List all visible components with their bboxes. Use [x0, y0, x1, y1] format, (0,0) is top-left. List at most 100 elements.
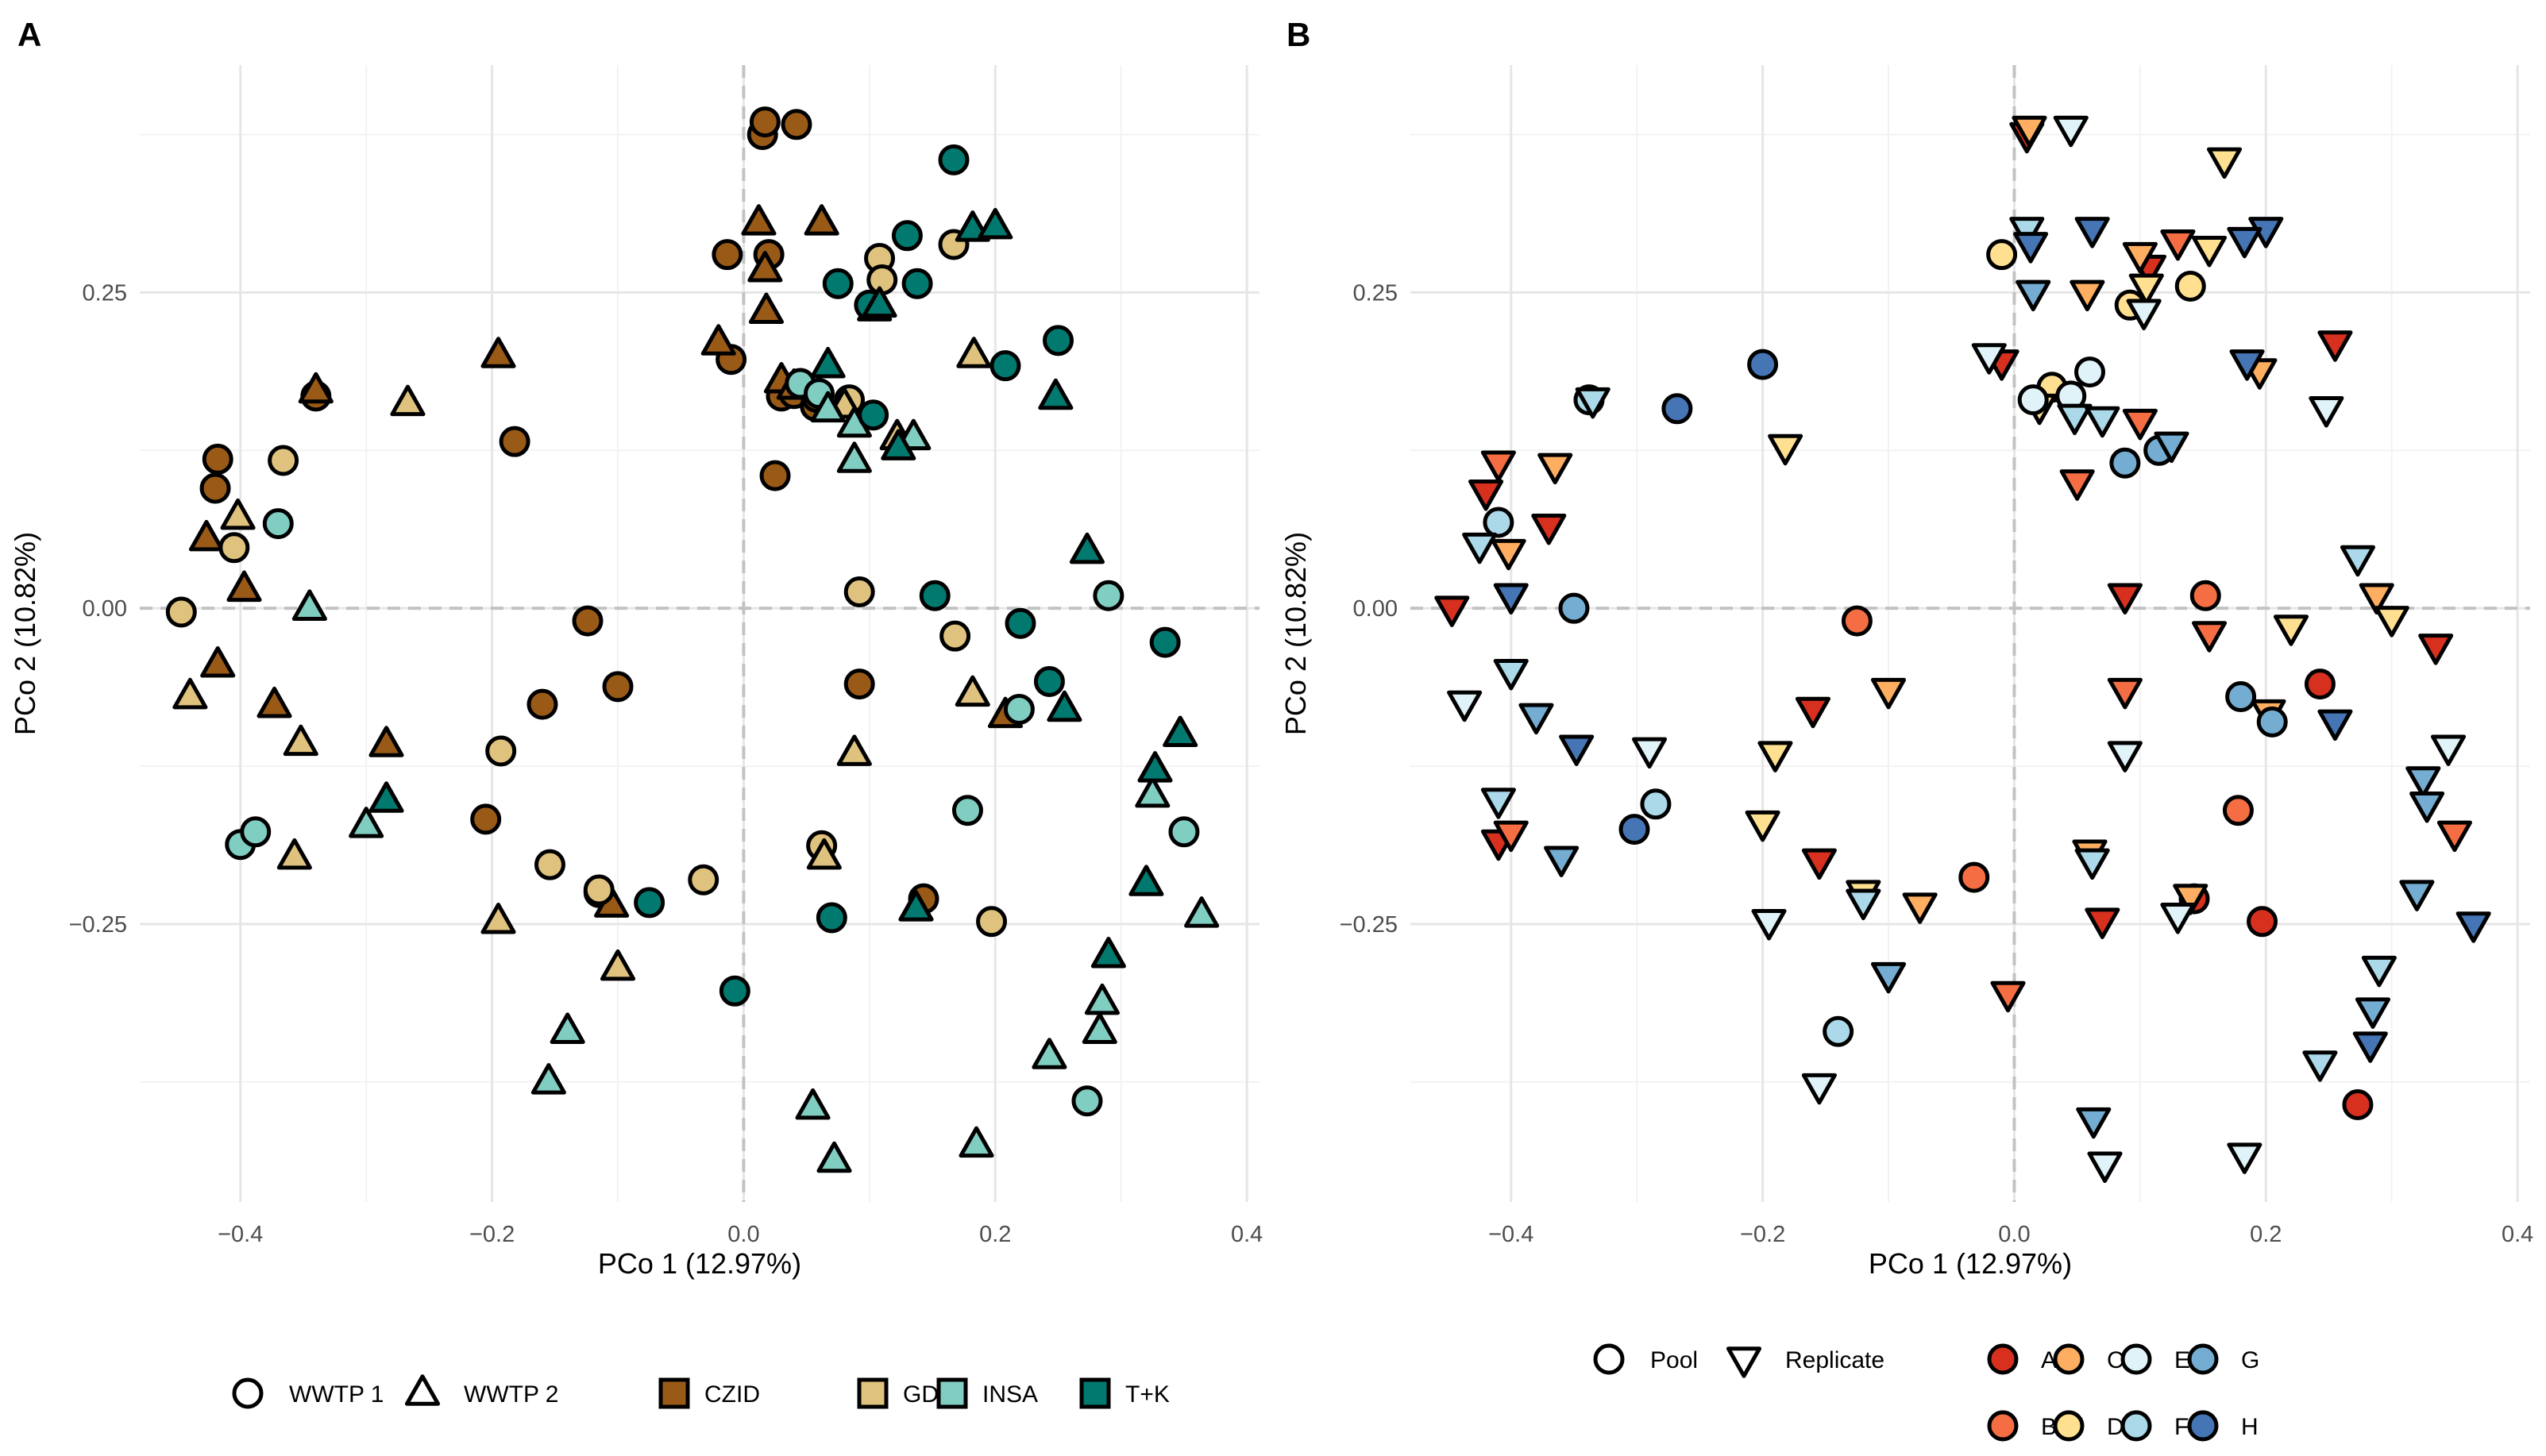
panel-a: −0.4 −0.2 0.0 0.2 0.4 −0.25 0.00 0.25 PCo 1 (12.… — [9, 16, 1263, 1409]
data-point-insa — [1093, 580, 1124, 611]
data-point-gd — [688, 864, 719, 896]
data-point-t-k — [822, 268, 854, 299]
panel-b: −0.4 −0.2 0.0 0.2 0.4 −0.25 0.00 0.25 PCo 1 (12.… — [1279, 16, 2533, 1442]
data-point-czid — [748, 292, 785, 325]
data-point-t-k — [1047, 690, 1082, 722]
data-point-a — [1795, 696, 1831, 729]
data-points — [1434, 115, 2491, 1184]
data-point-b — [2222, 795, 2254, 826]
legend-color-swatch — [1079, 1377, 1111, 1409]
data-point-c — [2012, 115, 2047, 148]
data-point-c — [1870, 677, 1907, 710]
data-point-b — [1990, 980, 2026, 1013]
data-point-b — [1493, 820, 1529, 853]
data-point-a — [2317, 330, 2353, 362]
y-tick-label: 0.00 — [83, 596, 127, 622]
data-point-a — [1801, 848, 1837, 880]
data-point-h — [2012, 232, 2049, 264]
data-point-g — [2399, 880, 2435, 911]
data-point-h — [2352, 1031, 2388, 1063]
data-point-c — [2122, 241, 2158, 274]
data-point-e — [1631, 737, 1668, 769]
legend-shape-label: WWTP 2 — [464, 1381, 558, 1408]
data-point-insa — [951, 795, 983, 826]
data-point-c — [2070, 279, 2105, 312]
data-point-g — [2409, 792, 2445, 823]
data-point-t-k — [989, 350, 1021, 382]
data-point-gd — [939, 620, 971, 652]
x-tick-label: −0.4 — [1488, 1222, 1533, 1247]
data-point-czid — [741, 204, 777, 236]
legend-shape-label: Replicate — [1785, 1347, 1884, 1373]
data-point-gd — [268, 445, 299, 476]
legend-color-swatch — [2053, 1343, 2085, 1375]
data-point-d — [1768, 433, 1803, 466]
data-point-g — [2355, 997, 2391, 1029]
data-point-czid — [804, 204, 839, 236]
data-point-c — [2173, 884, 2208, 915]
data-point-f — [1823, 1015, 1854, 1047]
data-point-gd — [806, 838, 842, 870]
data-point-a — [2342, 1088, 2374, 1120]
legend-color-label: F — [2174, 1414, 2189, 1440]
data-point-gd — [283, 724, 318, 757]
data-point-czid — [257, 686, 292, 718]
data-point-insa — [240, 816, 272, 848]
data-point-e — [2087, 1151, 2123, 1184]
data-point-czid — [759, 460, 791, 491]
data-point-insa — [816, 1141, 852, 1173]
data-point-c — [1902, 892, 1938, 924]
data-point-d — [2206, 147, 2243, 179]
data-point-g — [2256, 706, 2288, 738]
data-point-czid — [700, 324, 736, 356]
data-point-gd — [390, 384, 426, 417]
x-tick-label: −0.2 — [1740, 1222, 1785, 1247]
data-point-t-k — [1043, 325, 1074, 356]
data-point-t-k — [810, 346, 846, 379]
data-point-e — [1447, 690, 1483, 722]
data-point-c — [1537, 453, 1573, 485]
data-point-t-k — [719, 975, 750, 1007]
data-point-insa — [1084, 983, 1121, 1015]
data-point-insa — [262, 508, 294, 540]
legend-color-swatch — [2053, 1410, 2085, 1442]
data-point-a — [2107, 583, 2143, 615]
legend-color-label: E — [2174, 1347, 2190, 1373]
data-point-e — [2053, 115, 2089, 148]
data-point-t-k — [368, 781, 404, 813]
data-point-g — [2109, 447, 2141, 479]
legend-shape-down-triangle — [1726, 1346, 1762, 1378]
data-point-e — [2017, 384, 2049, 416]
x-tick-label: 0.0 — [1998, 1222, 2030, 1247]
data-point-f — [2340, 545, 2376, 577]
data-point-h — [1559, 734, 1595, 766]
legend-color-swatch — [658, 1377, 690, 1409]
data-point-gd — [955, 675, 990, 707]
data-point-gd — [220, 498, 256, 530]
data-point-g — [1518, 703, 1554, 735]
legend-color-label: T+K — [1125, 1381, 1170, 1408]
data-point-d — [1986, 239, 2018, 271]
data-point-t-k — [978, 207, 1013, 240]
data-point-gd — [480, 903, 516, 934]
legend: Pool Replicate A B C D E F G H — [1593, 1343, 2259, 1442]
y-axis-title: PCo 2 (10.82%) — [9, 532, 41, 735]
legend-color-label: C — [2107, 1347, 2124, 1373]
data-point-gd — [843, 576, 875, 607]
data-point-insa — [1071, 1085, 1103, 1117]
data-point-gd — [165, 596, 197, 628]
panel-label: B — [1287, 16, 1310, 53]
data-point-f — [2074, 848, 2110, 880]
data-point-h — [1747, 349, 1779, 380]
data-point-insa — [1184, 896, 1220, 928]
data-point-insa — [836, 441, 872, 473]
legend-shape-circle — [1593, 1343, 1625, 1375]
legend-color-label: D — [2107, 1414, 2124, 1440]
data-point-insa — [1032, 1038, 1067, 1069]
y-tick-label: 0.25 — [83, 280, 127, 306]
data-point-g — [1544, 845, 1580, 877]
legend-color-swatch — [2120, 1343, 2152, 1375]
legend-color-label: INSA — [982, 1381, 1038, 1408]
data-point-insa — [1003, 693, 1035, 725]
